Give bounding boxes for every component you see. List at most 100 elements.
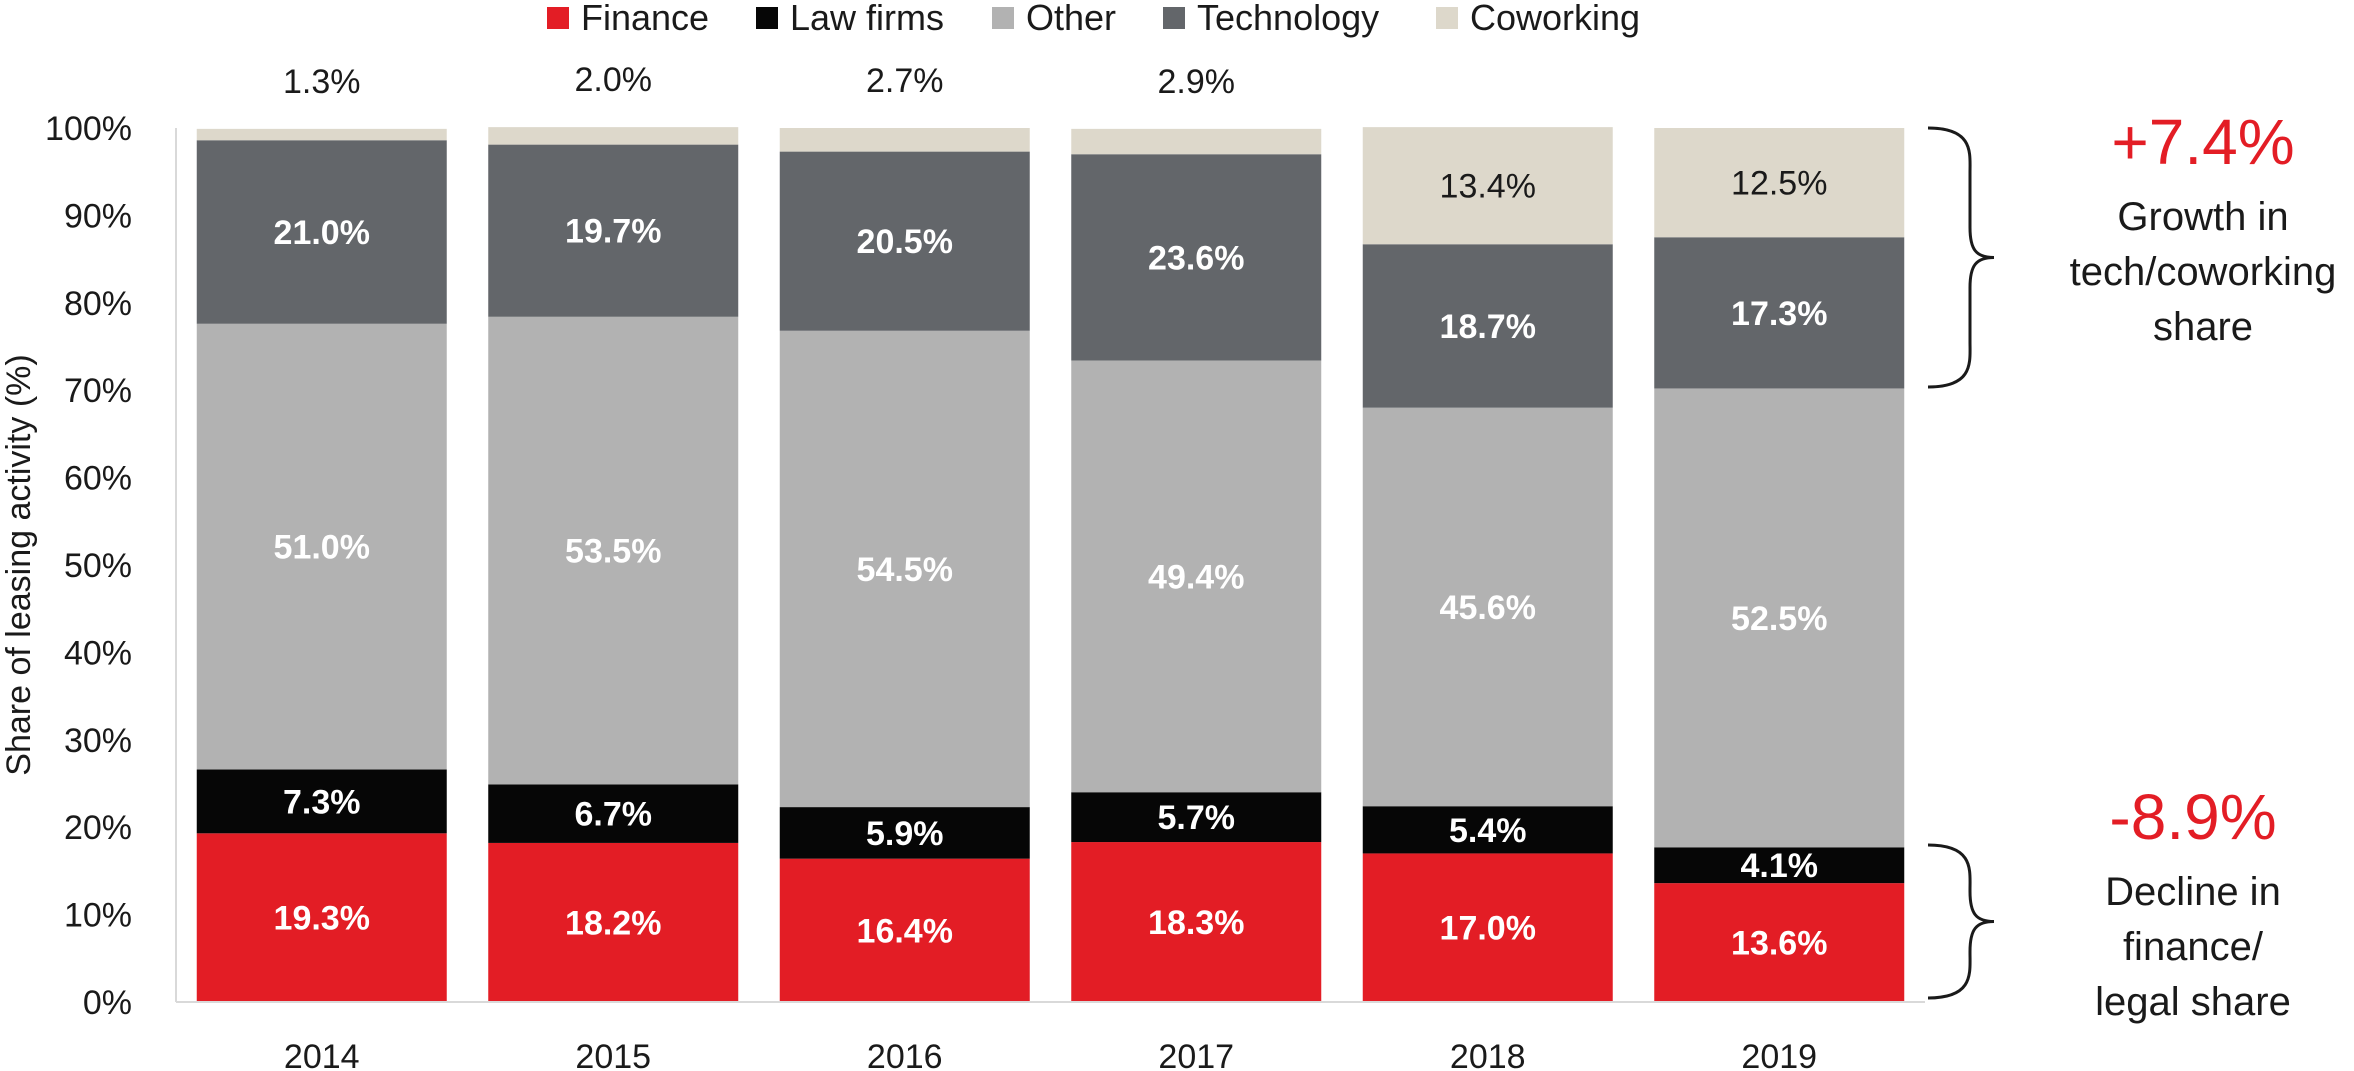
x-tick-label: 2019 [1741, 1038, 1817, 1071]
x-tick-label: 2018 [1450, 1038, 1526, 1071]
bar-segment [779, 151, 1030, 331]
data-label: 12.5% [1731, 165, 1827, 203]
brace [1927, 843, 1995, 1000]
y-tick-label: 30% [64, 722, 132, 760]
bar-segment [196, 769, 447, 834]
legend-swatch [1163, 7, 1185, 29]
segment-labels-group: 19.3% 7.3% 51.0% 21.0% 1.3% 18.2% 6.7% 53.5% 19.… [274, 61, 1828, 962]
y-axis-title: Share of leasing activity (%) [0, 354, 38, 775]
bar-segment [1362, 853, 1613, 1002]
legend-swatch [992, 7, 1014, 29]
bar-segment [196, 128, 447, 141]
bar-segment [488, 842, 739, 1002]
y-tick-label: 60% [64, 460, 132, 498]
legend-item-other: Other [992, 0, 1117, 38]
x-tick-label: 2017 [1158, 1038, 1234, 1071]
legend-item-law-firms: Law firms [756, 0, 945, 38]
bar-segment [1362, 244, 1613, 408]
y-tick-label: 100% [45, 110, 132, 148]
bar-segment [1362, 806, 1613, 854]
bar-segment [1362, 407, 1613, 807]
data-label: 52.5% [1731, 600, 1827, 638]
data-label: 16.4% [857, 912, 953, 950]
legend-swatch [756, 7, 778, 29]
bar-segment [1071, 154, 1322, 361]
data-label: 17.0% [1440, 910, 1536, 948]
bar-segment [1654, 237, 1905, 389]
growth-text-line-1: Growth in [2117, 195, 2289, 239]
y-tick-label: 40% [64, 634, 132, 672]
legend-item-coworking: Coworking [1436, 0, 1641, 38]
bar-segment [196, 140, 447, 324]
bar-segment [779, 858, 1030, 1002]
y-tick-label: 50% [64, 547, 132, 585]
data-label: 7.3% [283, 783, 361, 821]
data-label: 2.0% [575, 61, 653, 99]
data-label: 51.0% [274, 529, 370, 567]
decline-text-line-3: legal share [2095, 980, 2291, 1024]
data-label: 13.6% [1731, 925, 1827, 963]
y-tick-label: 20% [64, 809, 132, 847]
data-label: 49.4% [1148, 558, 1244, 596]
bar-segment [779, 128, 1030, 152]
x-tick-label: 2016 [867, 1038, 943, 1071]
data-label: 2.7% [866, 62, 944, 100]
bar-segment [196, 833, 447, 1002]
braces-group [1927, 126, 1995, 1000]
data-label: 2.9% [1158, 63, 1236, 101]
y-tick-label: 90% [64, 197, 132, 235]
bar-segment [196, 323, 447, 770]
growth-text-line-2: tech/coworking [2069, 250, 2337, 294]
bars-group [196, 127, 1905, 1002]
decline-value: -8.9% [2109, 781, 2277, 853]
data-label: 19.3% [274, 900, 370, 938]
bar-segment [779, 807, 1030, 859]
bar-segment [779, 330, 1030, 808]
y-tick-label: 80% [64, 285, 132, 323]
data-label: 18.2% [565, 904, 661, 942]
bar-segment [1654, 388, 1905, 848]
bar-segment [488, 316, 739, 785]
y-tick-label: 70% [64, 372, 132, 410]
growth-text-line-3: share [2152, 305, 2254, 349]
bar-segment [488, 784, 739, 843]
legend-label: Coworking [1470, 0, 1641, 38]
brace [1927, 126, 1995, 389]
data-label: 18.3% [1148, 904, 1244, 942]
bar-segment [1071, 842, 1322, 1002]
bar-segment [1071, 128, 1322, 155]
legend-label: Law firms [790, 0, 945, 38]
decline-text-line-1: Decline in [2105, 870, 2281, 914]
bar-segment [1654, 883, 1905, 1002]
legend-label: Other [1026, 0, 1117, 38]
bar-segment [488, 144, 739, 317]
data-label: 5.7% [1158, 799, 1236, 837]
data-label: 6.7% [575, 796, 653, 834]
bar-segment [488, 127, 739, 145]
x-tick-label: 2015 [575, 1038, 651, 1071]
data-label: 21.0% [274, 214, 370, 252]
bar-segment [1071, 360, 1322, 793]
y-tick-label: 0% [83, 984, 132, 1022]
data-label: 45.6% [1440, 589, 1536, 627]
y-axis: 0% 10% 20% 30% 40% 50% 60% 70% 80% 90% 100% Share o… [0, 110, 177, 1022]
legend-swatch [1436, 7, 1458, 29]
data-label: 17.3% [1731, 295, 1827, 333]
decline-text-line-2: finance/ [2122, 925, 2264, 969]
x-tick-label: 2014 [284, 1038, 360, 1071]
data-label: 54.5% [857, 551, 953, 589]
data-label: 1.3% [283, 63, 361, 101]
legend-item-finance: Finance [547, 0, 710, 38]
bar-segment [1071, 792, 1322, 843]
data-label: 4.1% [1741, 847, 1819, 885]
data-label: 53.5% [565, 533, 661, 571]
bar-segment [1654, 847, 1905, 884]
legend-label: Technology [1197, 0, 1380, 38]
data-label: 23.6% [1148, 239, 1244, 277]
data-label: 19.7% [565, 213, 661, 251]
x-axis: 2014 2015 2016 2017 2018 2019 [176, 1001, 1925, 1071]
legend-label: Finance [581, 0, 710, 38]
legend-swatch [547, 7, 569, 29]
data-label: 5.9% [866, 815, 944, 853]
y-tick-label: 10% [64, 897, 132, 935]
